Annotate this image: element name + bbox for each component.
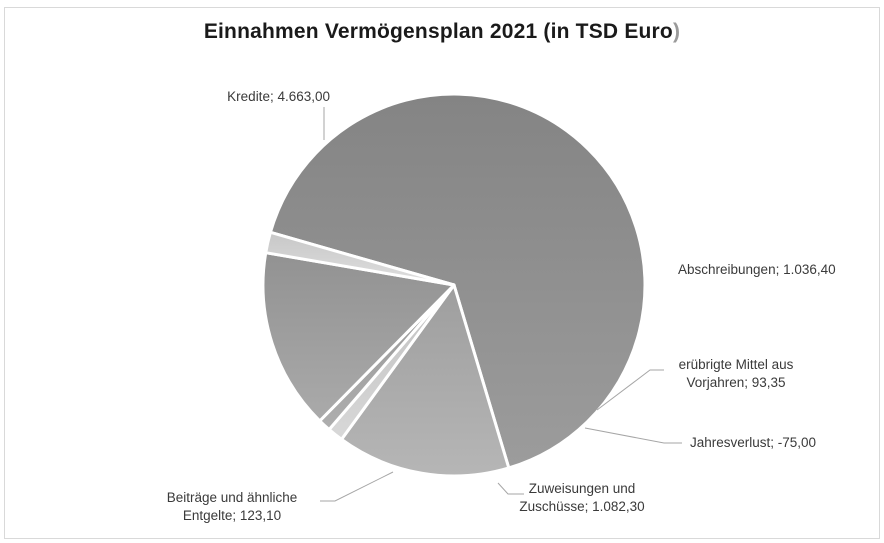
data-label-line: Entgelte; 123,10	[183, 508, 281, 523]
data-label-line: Vorjahren; 93,35	[686, 375, 785, 390]
data-label-line: Zuschüsse; 1.082,30	[519, 499, 644, 514]
data-label-jahresverlust: Jahresverlust; -75,00	[690, 435, 816, 450]
data-label-line: Kredite; 4.663,00	[227, 89, 330, 104]
pie-slice-abschreibungen	[340, 283, 511, 478]
pie-slice-beitraege-und-aehnliche-entgelte	[264, 230, 456, 287]
data-label-zuweisungen-und-zuschuesse: Zuweisungen und Zuschüsse; 1.082,30	[519, 481, 644, 514]
leader-line-jahresverlust	[584, 427, 682, 444]
data-label-beitraege-und-aehnliche-entgelte: Beiträge und ähnliche Entgelte; 123,10	[167, 490, 298, 523]
leader-line-eruebrigte-mittel-aus-vorjahren	[596, 369, 664, 411]
chart-title: Einnahmen Vermögensplan 2021 (in TSD Eur…	[0, 20, 884, 44]
leader-line-beitraege-und-aehnliche-entgelte	[320, 471, 394, 502]
leader-line-zuweisungen-und-zuschuesse	[497, 482, 524, 495]
data-label-abschreibungen: Abschreibungen; 1.036,40	[678, 262, 836, 277]
data-label-line: Zuweisungen und	[529, 481, 636, 496]
data-label-eruebrigte-mittel-aus-vorjahren: erübrigte Mittel aus Vorjahren; 93,35	[679, 357, 794, 390]
chart-title-paren: )	[672, 20, 681, 43]
chart-title-main: Einnahmen Vermögensplan 2021 (in TSD Eur…	[203, 20, 673, 43]
data-label-line: Jahresverlust; -75,00	[690, 435, 816, 450]
data-label-line: erübrigte Mittel aus	[679, 357, 794, 372]
data-label-line: Abschreibungen; 1.036,40	[678, 262, 836, 277]
pie-slice-zuweisungen-und-zuschuesse	[261, 251, 456, 423]
data-label-line: Beiträge und ähnliche	[167, 490, 298, 505]
pie-slice-kredite	[268, 92, 647, 470]
data-label-kredite: Kredite; 4.663,00	[227, 89, 330, 104]
